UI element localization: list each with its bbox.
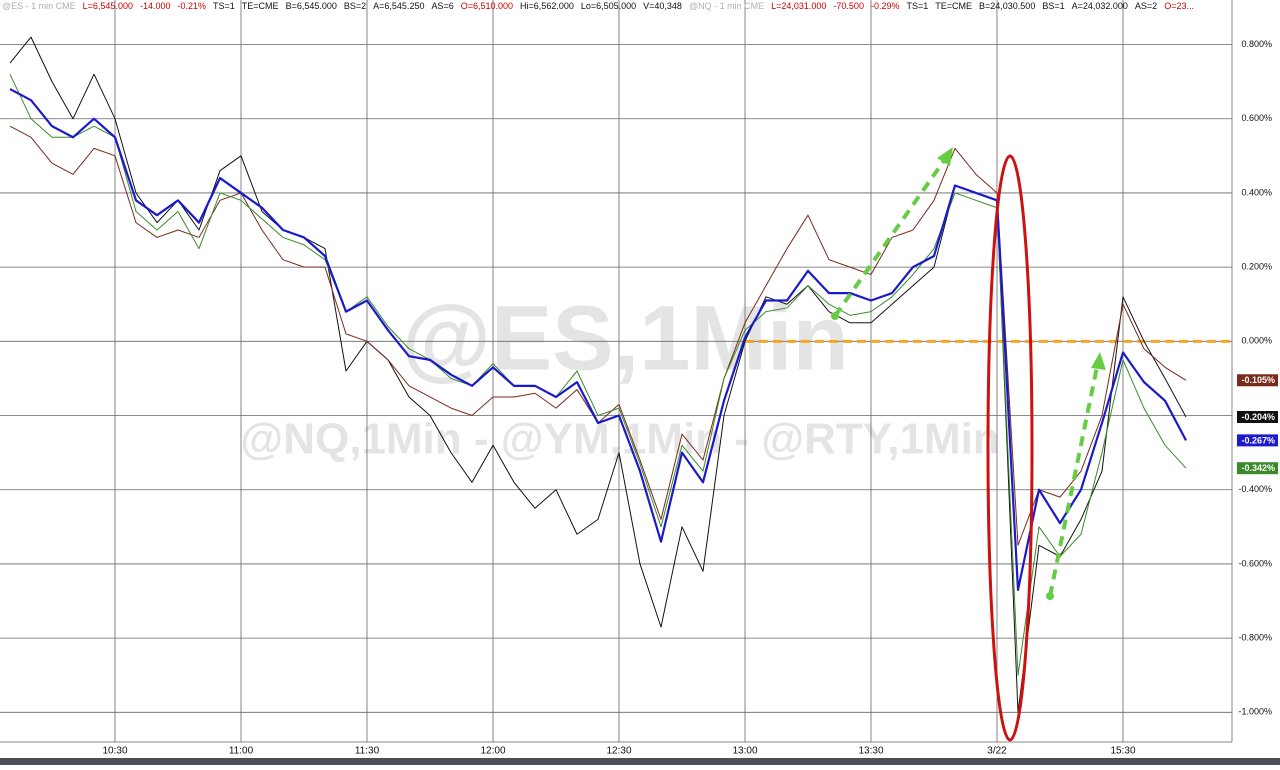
x-tick-label: 13:30 bbox=[858, 746, 883, 757]
y-tick-label: 0.000% bbox=[1241, 336, 1272, 346]
header-field: O=6,510.000 bbox=[461, 1, 513, 11]
header-field: V=40,348 bbox=[643, 1, 682, 11]
header-field: TS=1 bbox=[906, 1, 928, 11]
watermark: @ES,1Min bbox=[401, 287, 849, 389]
scrollbar bbox=[0, 758, 1280, 765]
last-value-label: -0.105% bbox=[1241, 375, 1275, 385]
header-field: TE=CME bbox=[935, 1, 972, 11]
x-tick-label: 13:00 bbox=[732, 746, 757, 757]
last-value-box bbox=[1237, 434, 1278, 447]
header-field: @ES - 1 min CME bbox=[2, 1, 76, 11]
last-value-box bbox=[1237, 462, 1278, 475]
x-tick-label: 10:30 bbox=[102, 746, 127, 757]
header-field: B=6,545.000 bbox=[286, 1, 337, 11]
y-tick-label: -0.600% bbox=[1238, 558, 1272, 568]
header-field: AS=6 bbox=[431, 1, 453, 11]
header-field: @NQ - 1 min CME bbox=[689, 1, 764, 11]
header-field: A=6,545.250 bbox=[373, 1, 424, 11]
header-field: -70.500 bbox=[833, 1, 864, 11]
y-tick-label: 0.800% bbox=[1241, 39, 1272, 49]
header-field: BS=1 bbox=[1042, 1, 1064, 11]
header-field: Hi=6,562.000 bbox=[520, 1, 574, 11]
header-field: A=24,032.000 bbox=[1072, 1, 1128, 11]
y-tick-label: -0.400% bbox=[1238, 484, 1272, 494]
arrow bbox=[1048, 361, 1100, 597]
header-field: -0.29% bbox=[871, 1, 900, 11]
arrow-tail bbox=[831, 312, 839, 320]
y-tick-label: 0.400% bbox=[1241, 187, 1272, 197]
header-field: -14.000 bbox=[140, 1, 171, 11]
highlight-ellipse bbox=[986, 154, 1034, 742]
last-value-label: -0.204% bbox=[1241, 412, 1275, 422]
header-field: B=24,030.500 bbox=[979, 1, 1035, 11]
header-field: Lo=6,505.000 bbox=[581, 1, 636, 11]
header-field: TS=1 bbox=[213, 1, 235, 11]
x-tick-label: 11:30 bbox=[355, 746, 380, 757]
x-tick-label: 12:30 bbox=[606, 746, 631, 757]
header-field: O=23... bbox=[1164, 1, 1194, 11]
series-line bbox=[9, 73, 1187, 676]
header-field: -0.21% bbox=[178, 1, 207, 11]
x-tick-label: 3/22 bbox=[987, 746, 1007, 757]
last-value-label: -0.267% bbox=[1241, 435, 1275, 445]
y-tick-label: -0.800% bbox=[1238, 632, 1272, 642]
last-value-box bbox=[1237, 411, 1278, 424]
last-value-label: -0.342% bbox=[1241, 463, 1275, 473]
last-value-box bbox=[1237, 374, 1278, 387]
arrow-head bbox=[937, 147, 953, 166]
header-field: BS=2 bbox=[344, 1, 366, 11]
x-tick-label: 12:00 bbox=[480, 746, 505, 757]
x-tick-label: 15:30 bbox=[1110, 746, 1135, 757]
header-field: L=6,545.000 bbox=[83, 1, 133, 11]
x-tick-label: 11:00 bbox=[229, 746, 254, 757]
y-tick-label: -1.000% bbox=[1238, 707, 1272, 717]
arrow-tail bbox=[1046, 592, 1054, 600]
header-bar: @ES - 1 min CME L=6,545.000 -14.000 -0.21% T… bbox=[2, 1, 1194, 11]
y-tick-label: 0.600% bbox=[1241, 113, 1272, 123]
y-tick-label: 0.200% bbox=[1241, 261, 1272, 271]
series-line bbox=[9, 88, 1187, 591]
header-field: L=24,031.000 bbox=[771, 1, 826, 11]
arrow-head bbox=[1091, 352, 1106, 370]
header-field: AS=2 bbox=[1135, 1, 1157, 11]
header-field: TE=CME bbox=[242, 1, 279, 11]
